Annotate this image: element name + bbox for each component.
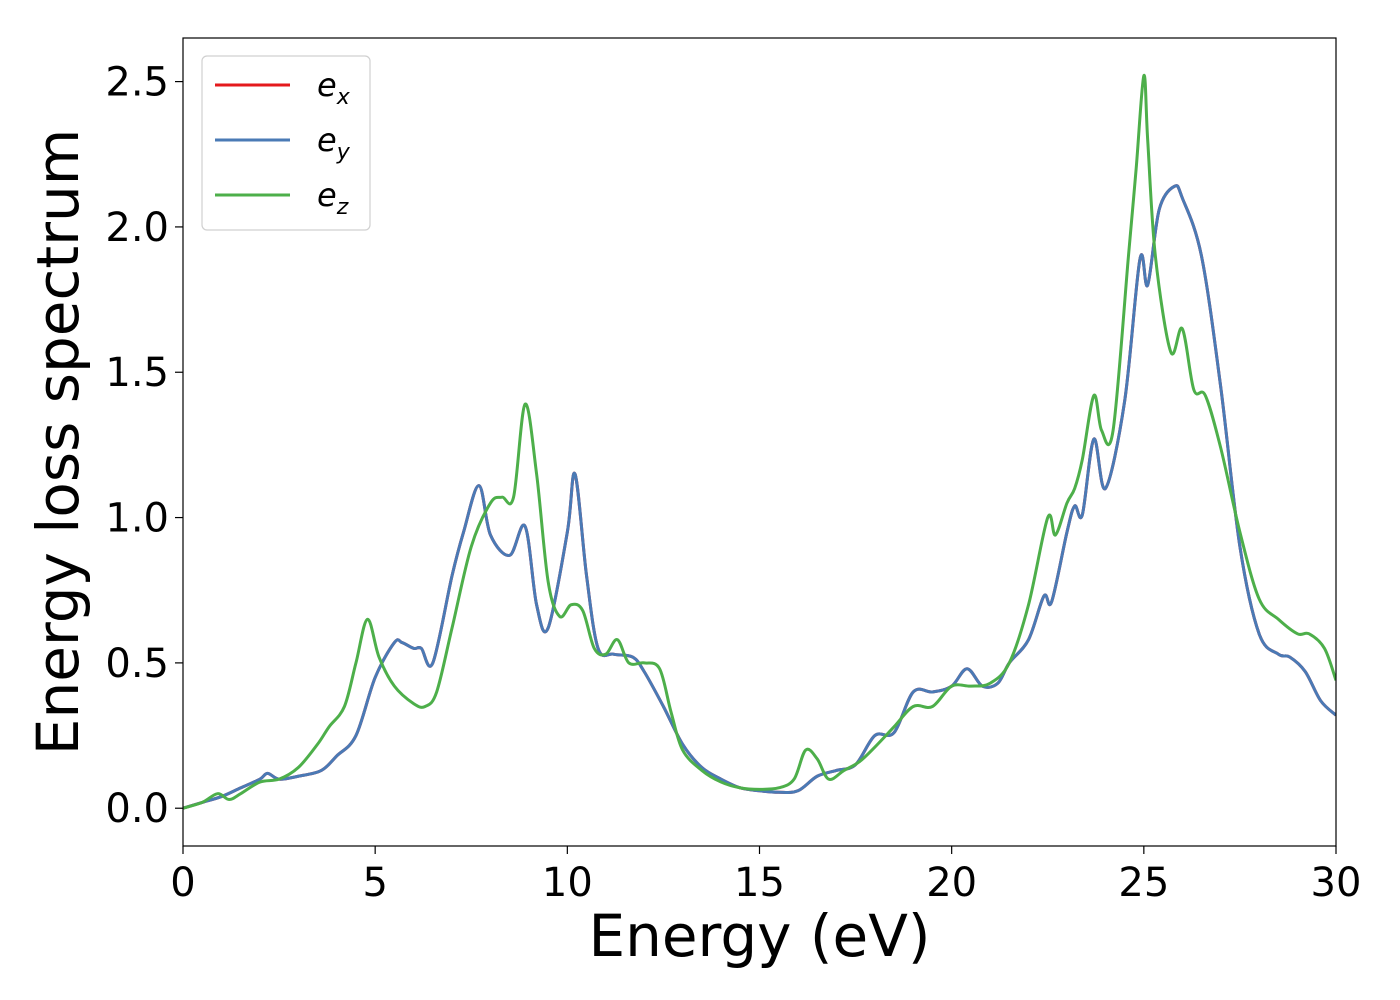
y-tick-label: 1.5 <box>105 350 169 396</box>
x-tick-label: 5 <box>362 860 387 906</box>
y-tick-label: 2.5 <box>105 60 169 106</box>
legend-box <box>201 55 371 231</box>
y-axis: 0.0 0.5 1.0 1.5 2.0 2.5 <box>105 60 183 832</box>
x-axis-title: Energy (eV) <box>588 902 930 970</box>
y-tick-label: 2.0 <box>105 205 169 251</box>
x-tick-label: 25 <box>1118 860 1169 906</box>
legend-label-subscript: y <box>336 140 351 165</box>
series-line-y <box>183 184 1336 810</box>
y-tick-label: 1.0 <box>105 496 169 542</box>
y-axis-title: Energy loss spectrum <box>24 129 92 755</box>
series-line-x <box>183 184 1336 810</box>
y-tick-label: 0.5 <box>105 641 169 687</box>
legend-label-subscript: x <box>336 85 351 110</box>
x-tick-label: 20 <box>926 860 977 906</box>
legend-label-subscript: z <box>336 195 349 220</box>
x-axis: 0 5 10 15 20 25 30 <box>170 846 1361 906</box>
x-tick-label: 15 <box>734 860 785 906</box>
x-tick-label: 30 <box>1311 860 1362 906</box>
x-tick-label: 0 <box>170 860 195 906</box>
y-tick-label: 0.0 <box>105 786 169 832</box>
series-line-z <box>183 74 1336 810</box>
legend-item-y: ey <box>215 121 351 165</box>
plot-lines <box>183 74 1336 810</box>
x-tick-label: 10 <box>542 860 593 906</box>
